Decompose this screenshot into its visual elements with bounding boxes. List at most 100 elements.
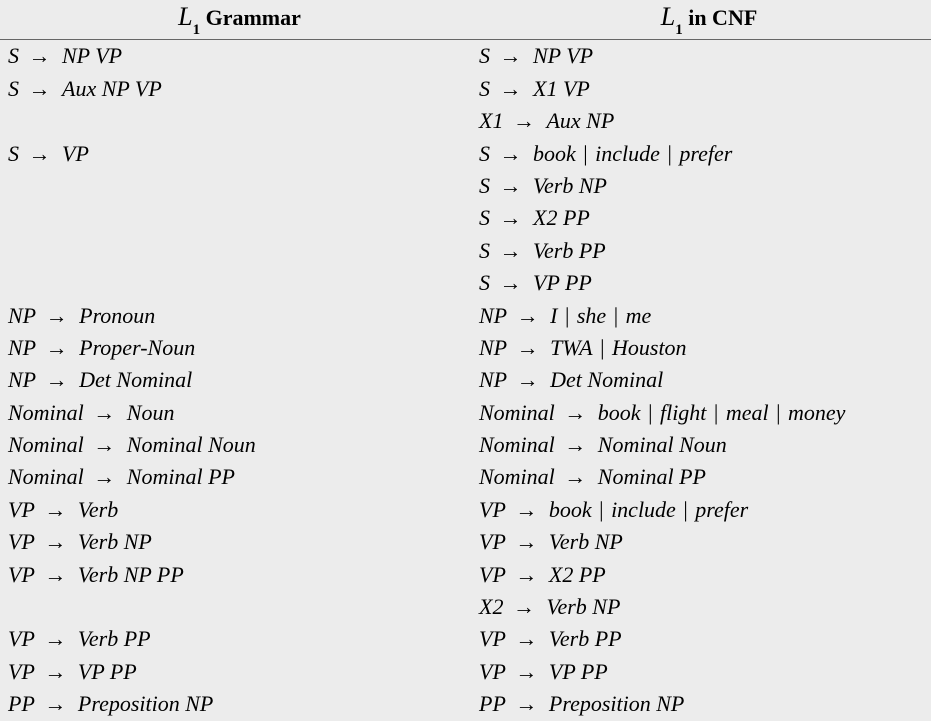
- grammar-cell-left: VP → Verb PP: [0, 623, 471, 655]
- grammar-cell-right: S → Verb NP: [471, 170, 931, 202]
- production-rule: X1 → Aux NP: [479, 105, 931, 137]
- empty-cell: [8, 235, 471, 267]
- grammar-cell-left: NP → Pronoun: [0, 300, 471, 332]
- production-rule: VP → X2 PP: [479, 559, 931, 591]
- header-right-tail: in CNF: [683, 5, 758, 30]
- rule-rhs: NP VP: [62, 43, 122, 68]
- grammar-cell-left: VP → Verb NP PP: [0, 559, 471, 591]
- rule-lhs: VP: [8, 626, 35, 651]
- grammar-cell-left: VP → Verb: [0, 494, 471, 526]
- rule-rhs: Preposition NP: [549, 691, 684, 716]
- production-rule: NP → Proper-Noun: [8, 332, 471, 364]
- rule-lhs: S: [479, 76, 490, 101]
- production-rule: NP → TWA | Houston: [479, 332, 931, 364]
- production-rule: VP → Verb NP PP: [8, 559, 471, 591]
- table-row: VP → VP PPVP → VP PP: [0, 656, 931, 688]
- pipe-icon: |: [593, 335, 612, 360]
- rule-rhs: X2 PP: [549, 562, 606, 587]
- rule-rhs-alt: Houston: [612, 335, 687, 360]
- grammar-cell-right: VP → VP PP: [471, 656, 931, 688]
- rule-rhs: Verb NP: [78, 529, 152, 554]
- grammar-cell-left: [0, 235, 471, 267]
- rule-rhs-alt: include: [611, 497, 676, 522]
- rule-rhs-alt: she: [577, 303, 606, 328]
- grammar-cell-left: VP → Verb NP: [0, 526, 471, 558]
- rule-lhs: NP: [8, 335, 36, 360]
- grammar-cell-right: S → Verb PP: [471, 235, 931, 267]
- table-row: VP → VerbVP → book | include | prefer: [0, 494, 931, 526]
- rule-lhs: VP: [8, 659, 35, 684]
- rule-lhs: PP: [8, 691, 35, 716]
- rule-lhs: S: [479, 43, 490, 68]
- rule-lhs: NP: [8, 367, 36, 392]
- empty-cell: [8, 267, 471, 299]
- arrow-icon: →: [35, 562, 78, 587]
- rule-lhs: S: [479, 270, 490, 295]
- production-rule: Nominal → Nominal PP: [479, 461, 931, 493]
- arrow-icon: →: [507, 367, 550, 392]
- rule-rhs: Aux NP VP: [62, 76, 162, 101]
- rule-rhs-alt: book: [598, 400, 641, 425]
- grammar-cell-left: Nominal → Nominal Noun: [0, 429, 471, 461]
- rule-lhs: VP: [479, 626, 506, 651]
- table-row: S → Verb NP: [0, 170, 931, 202]
- arrow-icon: →: [490, 173, 533, 198]
- grammar-cell-left: [0, 202, 471, 234]
- arrow-icon: →: [503, 108, 546, 133]
- empty-cell: [8, 202, 471, 234]
- arrow-icon: →: [490, 43, 533, 68]
- production-rule: VP → Verb PP: [479, 623, 931, 655]
- rule-rhs: Verb NP: [533, 173, 607, 198]
- pipe-icon: |: [606, 303, 625, 328]
- rule-rhs: Verb: [78, 497, 118, 522]
- rule-rhs: Nominal Noun: [598, 432, 727, 457]
- grammar-cell-left: S → NP VP: [0, 40, 471, 72]
- arrow-icon: →: [35, 497, 78, 522]
- arrow-icon: →: [506, 529, 549, 554]
- table-row: S → VP PP: [0, 267, 931, 299]
- header-left-script: L: [178, 2, 192, 31]
- rule-rhs-alt: prefer: [679, 141, 732, 166]
- arrow-icon: →: [507, 303, 550, 328]
- table-row: VP → Verb NPVP → Verb NP: [0, 526, 931, 558]
- rule-lhs: PP: [479, 691, 506, 716]
- grammar-cell-right: X1 → Aux NP: [471, 105, 931, 137]
- pipe-icon: |: [592, 497, 611, 522]
- rule-lhs: VP: [479, 562, 506, 587]
- grammar-cell-left: Nominal → Noun: [0, 397, 471, 429]
- rule-rhs: Nominal PP: [127, 464, 235, 489]
- rule-lhs: VP: [8, 529, 35, 554]
- arrow-icon: →: [490, 141, 533, 166]
- pipe-icon: |: [576, 141, 595, 166]
- table-row: S → VPS → book | include | prefer: [0, 138, 931, 170]
- pipe-icon: |: [676, 497, 695, 522]
- production-rule: VP → Verb: [8, 494, 471, 526]
- rule-lhs: Nominal: [8, 400, 84, 425]
- production-rule: S → Aux NP VP: [8, 73, 471, 105]
- rule-lhs: VP: [479, 497, 506, 522]
- grammar-cell-right: NP → TWA | Houston: [471, 332, 931, 364]
- production-rule: S → VP: [8, 138, 471, 170]
- rule-lhs: Nominal: [479, 432, 555, 457]
- table-row: Nominal → Nominal NounNominal → Nominal …: [0, 429, 931, 461]
- empty-cell: [8, 105, 471, 137]
- grammar-cell-left: NP → Det Nominal: [0, 364, 471, 396]
- table-row: X1 → Aux NP: [0, 105, 931, 137]
- arrow-icon: →: [35, 529, 78, 554]
- arrow-icon: →: [36, 367, 79, 392]
- arrow-icon: →: [555, 464, 598, 489]
- rule-rhs: Proper-Noun: [79, 335, 195, 360]
- production-rule: NP → Pronoun: [8, 300, 471, 332]
- rule-rhs-alt: flight: [660, 400, 706, 425]
- pipe-icon: |: [641, 400, 660, 425]
- arrow-icon: →: [35, 691, 78, 716]
- arrow-icon: →: [84, 400, 127, 425]
- header-left: L1 Grammar: [0, 2, 471, 35]
- table-header-row: L1 Grammar L1 in CNF: [0, 0, 931, 40]
- arrow-icon: →: [35, 659, 78, 684]
- grammar-cell-right: S → NP VP: [471, 40, 931, 72]
- rule-lhs: VP: [479, 659, 506, 684]
- production-rule: VP → Verb NP: [8, 526, 471, 558]
- production-rule: Nominal → Nominal PP: [8, 461, 471, 493]
- grammar-table: L1 Grammar L1 in CNF S → NP VPS → NP VPS…: [0, 0, 931, 721]
